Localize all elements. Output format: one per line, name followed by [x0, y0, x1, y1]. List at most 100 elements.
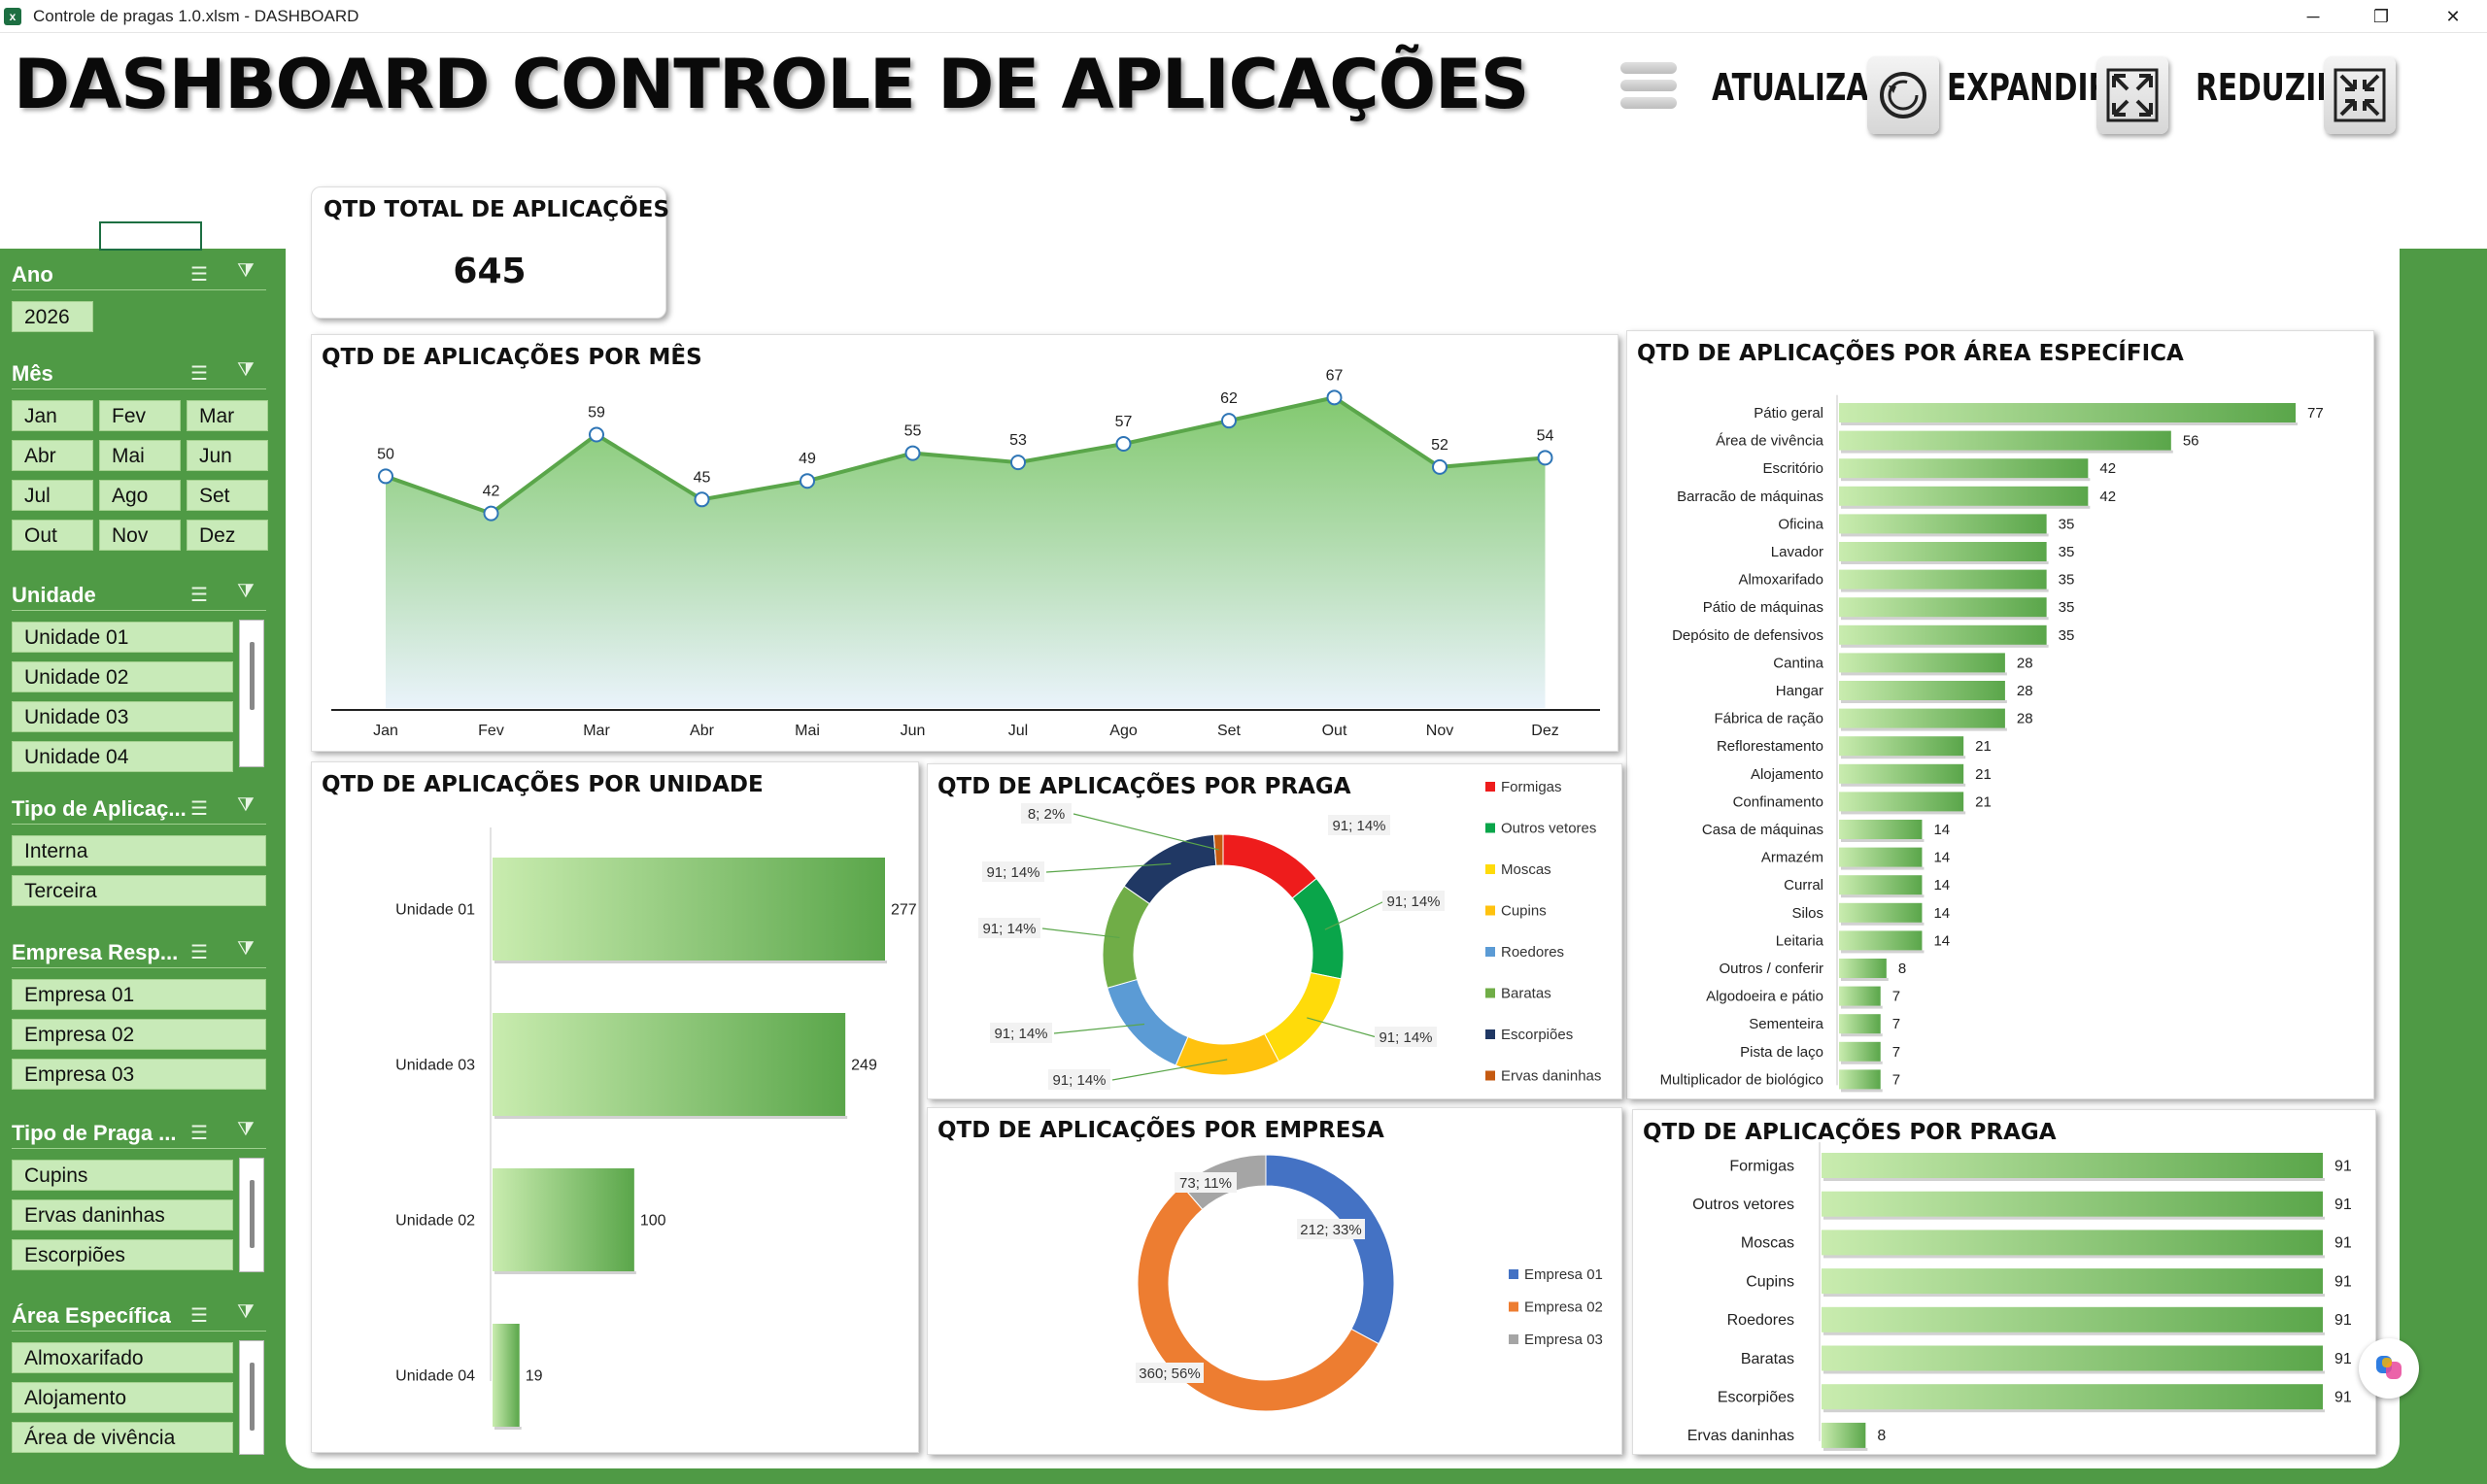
mes-divider: [12, 388, 266, 389]
bar-Unidade 02: [493, 1168, 634, 1271]
close-button[interactable]: ✕: [2445, 7, 2461, 26]
area-multiselect-icon[interactable]: ☰: [190, 1305, 208, 1327]
copilot-button[interactable]: [2359, 1338, 2419, 1399]
mes-clear-filter-icon[interactable]: ⧩: [237, 359, 255, 381]
area-item[interactable]: Área de vivência: [12, 1422, 233, 1453]
tipo-praga-item[interactable]: Cupins: [12, 1160, 233, 1191]
data-label-Moscas: 91; 14%: [1379, 1029, 1432, 1046]
empresa-item[interactable]: Empresa 01: [12, 979, 266, 1010]
value-label-Unidade 03: 249: [851, 1057, 877, 1073]
mes-item-Dez[interactable]: Dez: [187, 520, 268, 551]
ano-multiselect-icon[interactable]: ☰: [190, 264, 208, 286]
tipo-praga-item[interactable]: Escorpiões: [12, 1239, 233, 1270]
slice-Escorpiões: [1123, 833, 1217, 905]
area-slicer-title: Área Específica: [12, 1303, 171, 1328]
legend-swatch: [1509, 1334, 1518, 1344]
empresa-item[interactable]: Empresa 02: [12, 1019, 266, 1050]
area-clear-filter-icon[interactable]: ⧩: [237, 1301, 255, 1323]
mes-item-Ago[interactable]: Ago: [99, 480, 181, 511]
bar-Casa de máquinas: [1839, 820, 1923, 839]
mes-item-Jul[interactable]: Jul: [12, 480, 93, 511]
label-background: [1328, 815, 1390, 835]
point-Dez: [1537, 450, 1553, 466]
mes-item-Jun[interactable]: Jun: [187, 440, 268, 471]
tipo-praga-scrollbar[interactable]: [239, 1158, 264, 1272]
atualizar-label[interactable]: ATUALIZAR: [1712, 66, 1891, 109]
restore-button[interactable]: ❐: [2372, 7, 2390, 26]
reduzir-label[interactable]: REDUZIR: [2196, 66, 2339, 109]
value-label-Escritório: 42: [2099, 460, 2116, 477]
area-item[interactable]: Almoxarifado: [12, 1342, 233, 1373]
menu-icon[interactable]: [1620, 62, 1677, 120]
chart-mes: 50 Jan 42 Fev 59 Mar 45 Abr 49 Mai 55 Jun 53 Jul 57 Ago…: [331, 367, 1600, 739]
ano-slicer-title: Ano: [12, 262, 53, 287]
bar-Armazém: [1839, 847, 1923, 867]
area-item[interactable]: Alojamento: [12, 1382, 233, 1413]
chart-praga-donut-title: QTD DE APLICAÇÕES POR PRAGA: [937, 774, 1351, 799]
bar-Baratas: [1822, 1345, 2323, 1371]
reduce-button[interactable]: [2324, 56, 2396, 134]
chart-unidade-title: QTD DE APLICAÇÕES POR UNIDADE: [322, 772, 764, 797]
data-label-Set: 62: [1220, 390, 1238, 407]
tipo-aplicacao-item[interactable]: Terceira: [12, 875, 266, 906]
value-label-Formigas: 91: [2334, 1158, 2352, 1174]
category-label: Formigas: [1729, 1158, 1794, 1174]
unidade-scrollbar[interactable]: [239, 620, 264, 767]
unidade-multiselect-icon[interactable]: ☰: [190, 585, 208, 606]
area-divider: [12, 1331, 266, 1332]
expand-button[interactable]: [2096, 56, 2168, 134]
refresh-button[interactable]: [1867, 56, 1939, 134]
mes-item-Nov[interactable]: Nov: [99, 520, 181, 551]
point-Mar: [589, 426, 604, 443]
value-label-Baratas: 91: [2334, 1351, 2352, 1367]
tipo-aplicacao-clear-filter-icon[interactable]: ⧩: [237, 794, 255, 816]
mes-item-Out[interactable]: Out: [12, 520, 93, 551]
empresa-multiselect-icon[interactable]: ☰: [190, 942, 208, 963]
empresa-divider: [12, 967, 266, 968]
tipo-praga-multiselect-icon[interactable]: ☰: [190, 1123, 208, 1144]
mes-item-Abr[interactable]: Abr: [12, 440, 93, 471]
empresa-item[interactable]: Empresa 03: [12, 1059, 266, 1090]
slice-Outros vetores: [1291, 877, 1345, 980]
unidade-item[interactable]: Unidade 01: [12, 622, 233, 653]
kpi-value: 645: [453, 252, 527, 291]
ano-clear-filter-icon[interactable]: ⧩: [237, 260, 255, 282]
legend-label-Roedores: Roedores: [1501, 944, 1564, 961]
mes-item-Set[interactable]: Set: [187, 480, 268, 511]
bar-Oficina: [1839, 514, 2047, 534]
mes-item-Mai[interactable]: Mai: [99, 440, 181, 471]
unidade-item[interactable]: Unidade 02: [12, 661, 233, 692]
area-scrollbar[interactable]: [239, 1340, 264, 1455]
bar-shadow: [1841, 978, 1889, 981]
expandir-label[interactable]: EXPANDIR: [1947, 66, 2111, 109]
empresa-clear-filter-icon[interactable]: ⧩: [237, 938, 255, 960]
category-label: Barracão de máquinas: [1677, 489, 1823, 505]
minimize-button[interactable]: ─: [2306, 7, 2320, 26]
bar-shadow: [1841, 589, 2049, 592]
bar-Sementeira: [1839, 1014, 1881, 1034]
tipo-aplicacao-multiselect-icon[interactable]: ☰: [190, 798, 208, 820]
unidade-clear-filter-icon[interactable]: ⧩: [237, 581, 255, 602]
unidade-item[interactable]: Unidade 03: [12, 701, 233, 732]
selected-cell[interactable]: [99, 221, 202, 251]
value-label-Casa de máquinas: 14: [1933, 822, 1950, 838]
bar-Leitaria: [1839, 930, 1923, 951]
bar-Curral: [1839, 875, 1923, 895]
unidade-item[interactable]: Unidade 04: [12, 741, 233, 772]
value-label-Reflorestamento: 21: [1975, 738, 1992, 755]
legend-label-Moscas: Moscas: [1501, 861, 1551, 878]
mes-item-Mar[interactable]: Mar: [187, 400, 268, 431]
bar-shadow: [1841, 839, 1925, 842]
dashboard-title: DASHBOARD CONTROLE DE APLICAÇÕES: [14, 45, 1529, 124]
mes-item-Fev[interactable]: Fev: [99, 400, 181, 431]
tipo-aplicacao-item[interactable]: Interna: [12, 835, 266, 866]
value-label-Almoxarifado: 35: [2059, 572, 2075, 589]
mes-multiselect-icon[interactable]: ☰: [190, 363, 208, 385]
ano-item-2026[interactable]: 2026: [12, 301, 93, 332]
leader-line: [1324, 900, 1385, 930]
tipo-praga-item[interactable]: Ervas daninhas: [12, 1199, 233, 1231]
mes-item-Jan[interactable]: Jan: [12, 400, 93, 431]
point-Out: [1326, 389, 1343, 406]
tipo-praga-clear-filter-icon[interactable]: ⧩: [237, 1119, 255, 1140]
value-label-Pista de laço: 7: [1892, 1044, 1900, 1061]
